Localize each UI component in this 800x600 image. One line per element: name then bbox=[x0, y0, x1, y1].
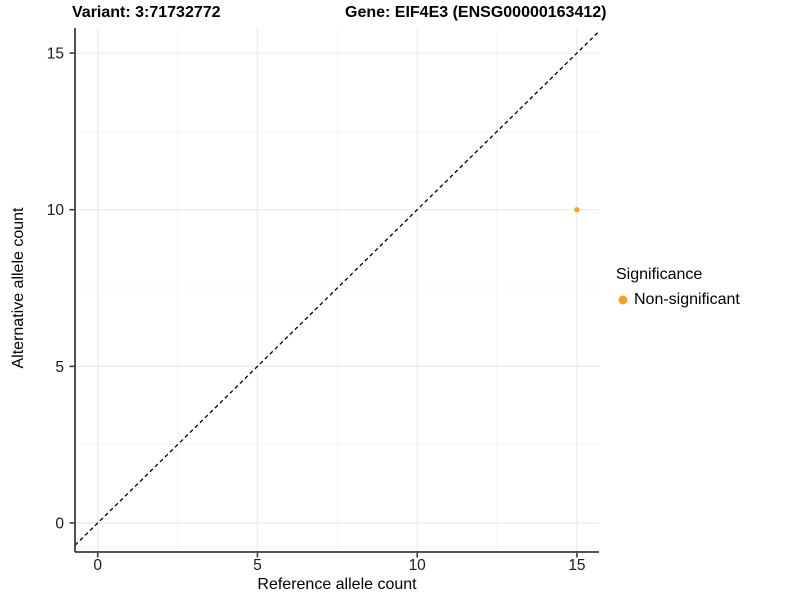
x-tick-label: 0 bbox=[93, 557, 102, 574]
y-tick-label: 15 bbox=[47, 46, 64, 63]
y-tick-label: 5 bbox=[55, 359, 64, 376]
legend-entry-non-significant: Non-significant bbox=[616, 291, 740, 309]
gene-title: Gene: EIF4E3 (ENSG00000163412) bbox=[345, 4, 607, 21]
x-tick-label: 5 bbox=[253, 557, 262, 574]
variant-title: Variant: 3:71732772 bbox=[72, 4, 221, 21]
legend-title: Significance bbox=[616, 266, 703, 283]
x-tick-label: 10 bbox=[409, 557, 427, 574]
y-tick-label: 0 bbox=[55, 516, 64, 533]
x-axis-label: Reference allele count bbox=[257, 576, 417, 593]
y-axis-label: Alternative allele count bbox=[10, 207, 27, 369]
data-point bbox=[574, 207, 580, 213]
identity-line bbox=[74, 30, 600, 546]
legend: Significance Non-significant bbox=[616, 266, 740, 309]
legend-entry-label: Non-significant bbox=[634, 291, 740, 308]
x-tick-label: 15 bbox=[568, 557, 585, 574]
y-tick-label: 10 bbox=[47, 202, 65, 219]
legend-point-icon bbox=[618, 295, 628, 305]
